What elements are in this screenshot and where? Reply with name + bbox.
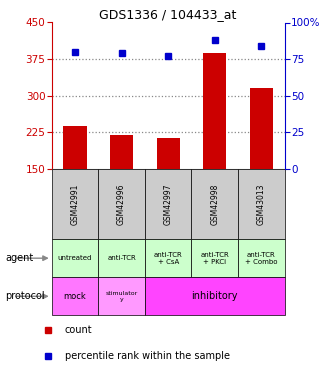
Text: anti-TCR
+ Combo: anti-TCR + Combo (245, 252, 278, 265)
Text: anti-TCR
+ CsA: anti-TCR + CsA (154, 252, 182, 265)
Text: GSM42991: GSM42991 (70, 183, 80, 225)
Text: GSM42997: GSM42997 (164, 183, 173, 225)
Bar (110, 135, 133, 169)
Text: mock: mock (64, 292, 86, 301)
Bar (250, 88, 273, 169)
Bar (52, 169, 98, 239)
Bar (145, 169, 191, 239)
Text: inhibitory: inhibitory (191, 291, 238, 301)
Text: stimulator
y: stimulator y (106, 291, 138, 302)
Bar (238, 169, 285, 239)
Bar (98, 277, 145, 315)
Text: GSM42998: GSM42998 (210, 183, 219, 225)
Bar (98, 169, 145, 239)
Bar (145, 277, 285, 315)
Text: GSM42996: GSM42996 (117, 183, 126, 225)
Text: protocol: protocol (5, 291, 45, 301)
Text: anti-TCR
+ PKCi: anti-TCR + PKCi (200, 252, 229, 265)
Title: GDS1336 / 104433_at: GDS1336 / 104433_at (100, 8, 237, 21)
Bar (52, 277, 98, 315)
Bar (238, 239, 285, 277)
Bar (157, 138, 180, 169)
Text: percentile rank within the sample: percentile rank within the sample (65, 351, 230, 361)
Bar (52, 239, 98, 277)
Bar (63, 126, 87, 169)
Text: agent: agent (5, 253, 33, 263)
Bar (203, 53, 226, 169)
Text: GSM43013: GSM43013 (257, 183, 266, 225)
Text: untreated: untreated (58, 255, 92, 261)
Text: count: count (65, 325, 93, 335)
Bar (191, 169, 238, 239)
Bar (191, 239, 238, 277)
Text: anti-TCR: anti-TCR (107, 255, 136, 261)
Bar (98, 239, 145, 277)
Bar (145, 239, 191, 277)
